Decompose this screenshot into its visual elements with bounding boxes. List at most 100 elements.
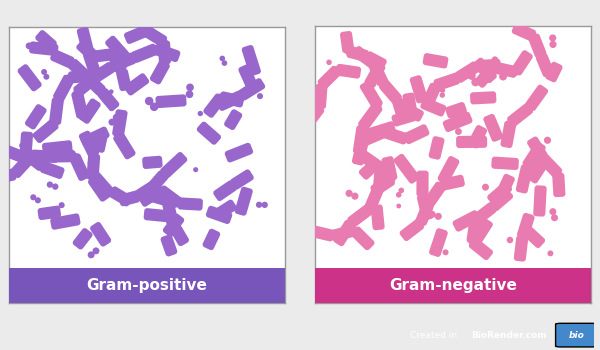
Circle shape xyxy=(11,170,18,178)
FancyBboxPatch shape xyxy=(507,103,533,127)
Circle shape xyxy=(46,153,53,160)
FancyBboxPatch shape xyxy=(79,131,100,158)
FancyBboxPatch shape xyxy=(359,80,383,109)
Circle shape xyxy=(394,97,401,104)
Circle shape xyxy=(527,167,532,173)
FancyBboxPatch shape xyxy=(73,228,93,250)
FancyBboxPatch shape xyxy=(552,173,565,197)
Circle shape xyxy=(19,142,25,149)
Circle shape xyxy=(186,84,194,91)
Circle shape xyxy=(118,67,125,75)
Circle shape xyxy=(318,82,325,89)
Circle shape xyxy=(438,181,445,189)
FancyBboxPatch shape xyxy=(370,175,395,196)
FancyBboxPatch shape xyxy=(368,61,388,86)
FancyBboxPatch shape xyxy=(230,169,254,190)
Circle shape xyxy=(518,233,526,241)
Circle shape xyxy=(175,200,182,207)
FancyBboxPatch shape xyxy=(539,154,562,178)
FancyBboxPatch shape xyxy=(353,125,368,154)
FancyBboxPatch shape xyxy=(109,52,136,72)
Circle shape xyxy=(455,128,462,135)
Circle shape xyxy=(355,149,362,156)
Circle shape xyxy=(359,124,366,131)
FancyBboxPatch shape xyxy=(109,186,133,206)
Circle shape xyxy=(160,170,167,178)
FancyBboxPatch shape xyxy=(489,189,513,211)
FancyBboxPatch shape xyxy=(355,148,383,172)
FancyBboxPatch shape xyxy=(197,121,221,145)
Circle shape xyxy=(26,42,32,49)
Circle shape xyxy=(425,199,433,206)
FancyBboxPatch shape xyxy=(90,222,112,247)
Circle shape xyxy=(160,38,167,46)
FancyBboxPatch shape xyxy=(135,182,157,201)
Circle shape xyxy=(39,163,46,170)
Circle shape xyxy=(396,192,401,198)
FancyBboxPatch shape xyxy=(468,125,487,148)
FancyBboxPatch shape xyxy=(178,197,203,211)
FancyBboxPatch shape xyxy=(487,181,512,205)
FancyBboxPatch shape xyxy=(118,191,140,206)
FancyBboxPatch shape xyxy=(360,127,387,146)
Circle shape xyxy=(550,41,557,48)
Circle shape xyxy=(41,69,47,75)
FancyBboxPatch shape xyxy=(24,151,52,164)
FancyBboxPatch shape xyxy=(112,109,128,137)
Circle shape xyxy=(220,56,225,61)
Circle shape xyxy=(499,72,507,81)
Circle shape xyxy=(433,88,438,94)
Circle shape xyxy=(152,45,160,52)
Circle shape xyxy=(443,249,449,256)
Circle shape xyxy=(35,197,41,203)
FancyBboxPatch shape xyxy=(437,156,460,184)
Circle shape xyxy=(388,176,395,183)
FancyBboxPatch shape xyxy=(454,61,480,83)
Circle shape xyxy=(473,62,481,70)
FancyBboxPatch shape xyxy=(35,30,57,51)
FancyBboxPatch shape xyxy=(472,203,496,225)
FancyBboxPatch shape xyxy=(500,121,517,148)
FancyBboxPatch shape xyxy=(358,103,383,131)
Circle shape xyxy=(507,119,514,126)
FancyBboxPatch shape xyxy=(527,136,548,161)
FancyBboxPatch shape xyxy=(53,75,74,102)
FancyBboxPatch shape xyxy=(50,49,74,68)
FancyBboxPatch shape xyxy=(77,27,94,55)
FancyBboxPatch shape xyxy=(93,130,109,153)
FancyBboxPatch shape xyxy=(131,44,158,63)
FancyBboxPatch shape xyxy=(50,214,80,230)
FancyBboxPatch shape xyxy=(350,226,374,250)
Circle shape xyxy=(92,247,100,254)
FancyBboxPatch shape xyxy=(422,53,448,69)
FancyBboxPatch shape xyxy=(31,149,59,163)
Circle shape xyxy=(554,170,562,178)
FancyBboxPatch shape xyxy=(213,180,237,201)
FancyBboxPatch shape xyxy=(32,119,59,143)
FancyBboxPatch shape xyxy=(25,104,47,130)
FancyBboxPatch shape xyxy=(523,141,546,170)
Circle shape xyxy=(551,214,558,221)
Circle shape xyxy=(374,103,382,110)
Circle shape xyxy=(329,232,337,239)
Circle shape xyxy=(71,152,78,160)
FancyBboxPatch shape xyxy=(365,184,385,211)
Circle shape xyxy=(22,150,29,158)
Circle shape xyxy=(440,92,445,98)
FancyBboxPatch shape xyxy=(443,112,473,132)
FancyBboxPatch shape xyxy=(42,140,73,155)
Circle shape xyxy=(238,92,245,99)
Circle shape xyxy=(92,73,100,80)
FancyBboxPatch shape xyxy=(97,88,119,111)
FancyBboxPatch shape xyxy=(124,73,149,96)
FancyBboxPatch shape xyxy=(314,84,328,109)
Circle shape xyxy=(417,220,424,227)
FancyBboxPatch shape xyxy=(150,60,170,85)
FancyBboxPatch shape xyxy=(394,154,420,184)
Circle shape xyxy=(90,53,98,60)
FancyBboxPatch shape xyxy=(475,63,498,88)
FancyBboxPatch shape xyxy=(525,84,548,111)
Circle shape xyxy=(217,93,224,100)
Circle shape xyxy=(364,52,371,60)
Circle shape xyxy=(66,74,73,81)
